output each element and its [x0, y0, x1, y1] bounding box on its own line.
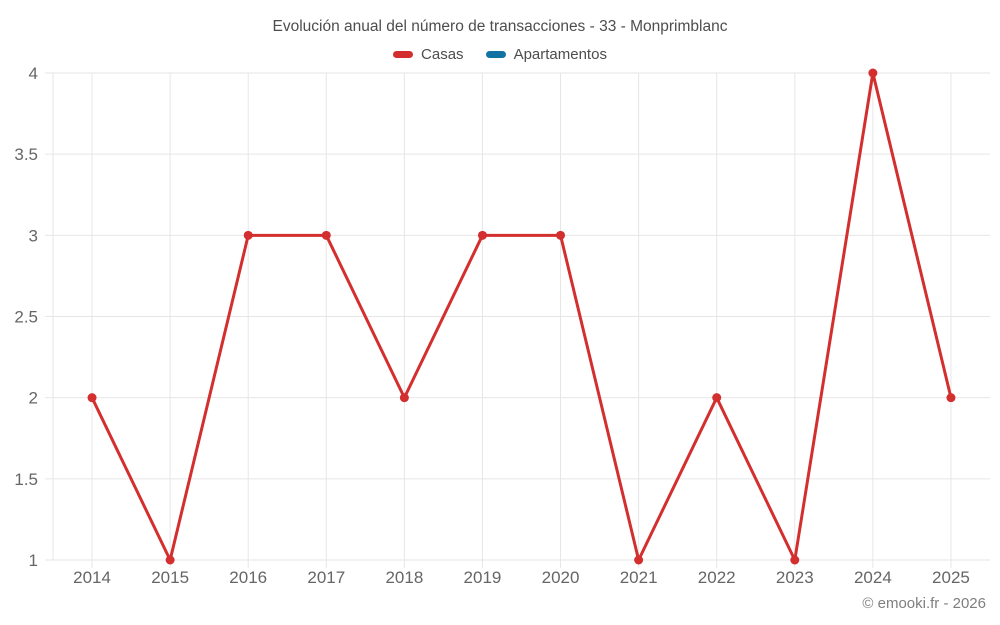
legend-item-apartamentos[interactable]: Apartamentos [485, 46, 607, 63]
footer-credit: © emooki.fr - 2026 [862, 595, 986, 612]
x-axis-tick-label: 2019 [464, 568, 502, 587]
x-axis-tick-label: 2020 [542, 568, 580, 587]
x-axis-tick-label: 2023 [776, 568, 814, 587]
y-axis-tick-label: 2 [29, 389, 38, 408]
legend-swatch-apartamentos-icon [485, 51, 506, 58]
legend-label-casas: Casas [421, 46, 464, 63]
legend-label-apartamentos: Apartamentos [513, 46, 607, 63]
x-axis-tick-label: 2014 [73, 568, 111, 587]
x-axis-tick-label: 2016 [229, 568, 267, 587]
series-line-casas [90, 71, 953, 562]
data-point-casas-2025[interactable] [946, 393, 956, 403]
y-axis-tick-label: 2.5 [14, 308, 38, 327]
x-axis-tick-label: 2015 [151, 568, 189, 587]
data-point-casas-2015[interactable] [165, 555, 175, 565]
data-point-casas-2016[interactable] [243, 230, 253, 240]
x-axis-tick-label: 2018 [385, 568, 423, 587]
y-axis-tick-label: 3.5 [14, 145, 38, 164]
data-point-casas-2019[interactable] [477, 230, 487, 240]
y-axis-tick-label: 1 [29, 551, 38, 570]
x-axis-tick-label: 2022 [698, 568, 736, 587]
data-point-casas-2014[interactable] [87, 393, 97, 403]
y-axis-tick-label: 3 [29, 226, 38, 245]
legend-item-casas[interactable]: Casas [393, 46, 464, 63]
data-point-casas-2023[interactable] [790, 555, 800, 565]
data-point-casas-2020[interactable] [556, 230, 566, 240]
data-point-casas-2022[interactable] [712, 393, 722, 403]
chart-title: Evolución anual del número de transaccio… [272, 18, 728, 35]
x-axis-tick-label: 2017 [307, 568, 345, 587]
x-axis-tick-label: 2025 [932, 568, 970, 587]
data-point-casas-2017[interactable] [321, 230, 331, 240]
legend-swatch-casas-icon [393, 51, 414, 58]
y-axis-tick-label: 4 [29, 64, 38, 83]
data-point-casas-2024[interactable] [868, 68, 878, 78]
x-axis-tick-label: 2024 [854, 568, 892, 587]
data-point-casas-2018[interactable] [399, 393, 409, 403]
data-point-casas-2021[interactable] [634, 555, 644, 565]
legend: Casas Apartamentos [0, 46, 1000, 63]
y-axis-tick-label: 1.5 [14, 470, 38, 489]
x-axis-tick-label: 2021 [620, 568, 658, 587]
